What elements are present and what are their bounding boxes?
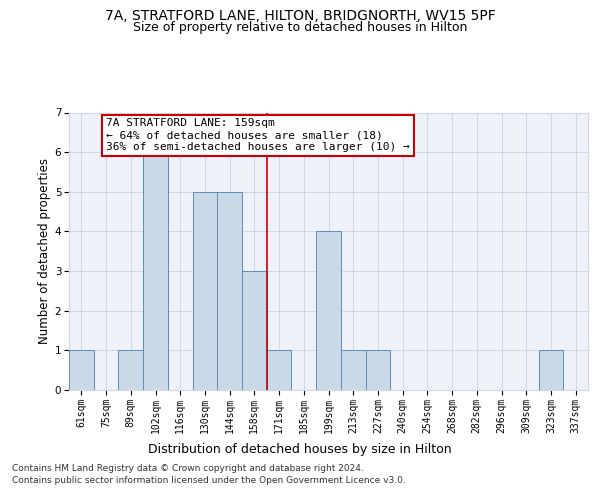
Text: 7A, STRATFORD LANE, HILTON, BRIDGNORTH, WV15 5PF: 7A, STRATFORD LANE, HILTON, BRIDGNORTH, … — [104, 9, 496, 23]
Text: Size of property relative to detached houses in Hilton: Size of property relative to detached ho… — [133, 22, 467, 35]
Bar — [267, 350, 292, 390]
Y-axis label: Number of detached properties: Number of detached properties — [38, 158, 50, 344]
Bar — [217, 192, 242, 390]
Bar — [341, 350, 365, 390]
Bar — [316, 232, 341, 390]
Text: Contains public sector information licensed under the Open Government Licence v3: Contains public sector information licen… — [12, 476, 406, 485]
Bar — [69, 350, 94, 390]
Bar — [143, 152, 168, 390]
Bar — [242, 271, 267, 390]
Bar — [118, 350, 143, 390]
Bar — [539, 350, 563, 390]
Bar — [365, 350, 390, 390]
Bar — [193, 192, 217, 390]
Text: Contains HM Land Registry data © Crown copyright and database right 2024.: Contains HM Land Registry data © Crown c… — [12, 464, 364, 473]
Text: Distribution of detached houses by size in Hilton: Distribution of detached houses by size … — [148, 442, 452, 456]
Text: 7A STRATFORD LANE: 159sqm
← 64% of detached houses are smaller (18)
36% of semi-: 7A STRATFORD LANE: 159sqm ← 64% of detac… — [106, 118, 410, 152]
